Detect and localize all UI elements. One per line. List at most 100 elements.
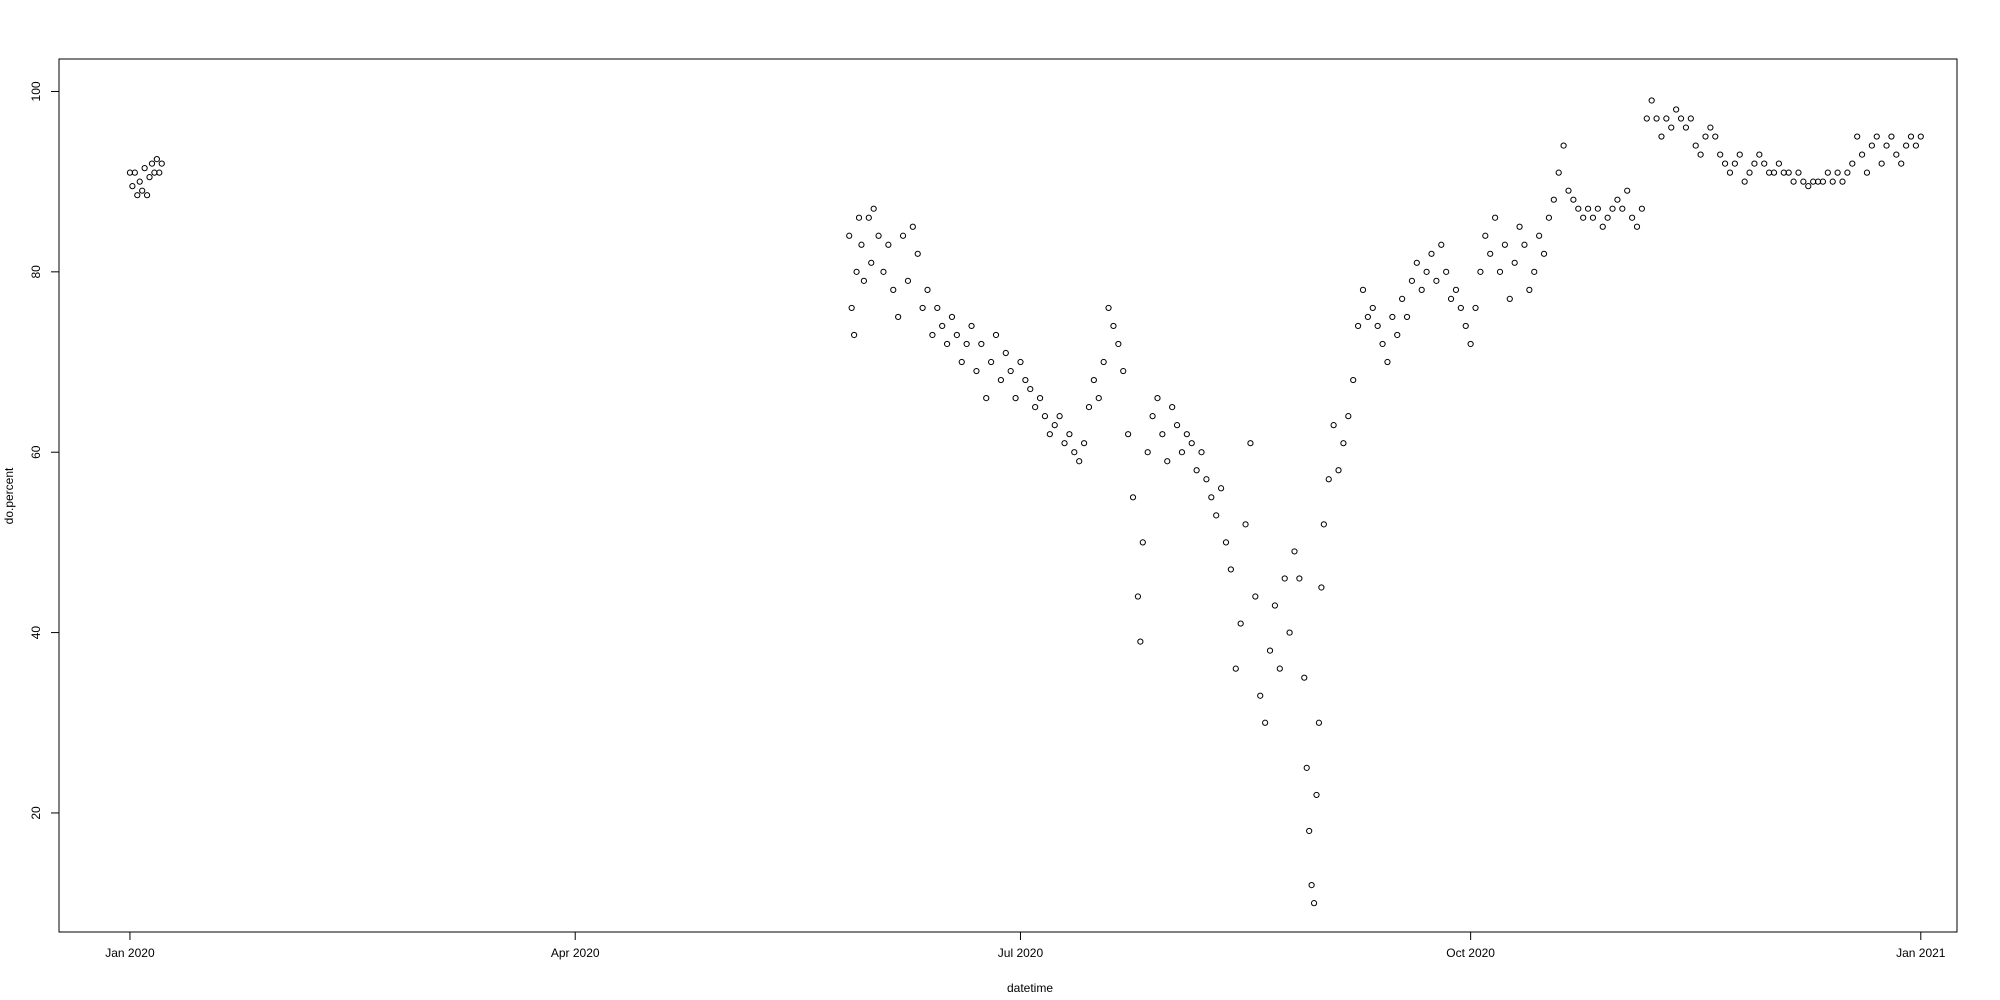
point: [853, 268, 860, 275]
point: [1335, 467, 1342, 474]
point: [1692, 142, 1699, 149]
point: [141, 165, 148, 172]
point: [1144, 449, 1151, 456]
point: [1687, 115, 1694, 122]
point: [1237, 620, 1244, 627]
point: [1262, 719, 1269, 726]
point: [860, 277, 868, 284]
point: [1834, 169, 1841, 176]
point: [1619, 205, 1626, 212]
point: [1198, 449, 1205, 456]
point: [1105, 304, 1112, 312]
point: [1120, 367, 1127, 375]
point: [1306, 827, 1313, 835]
point: [1350, 376, 1357, 384]
point: [1418, 286, 1425, 293]
point: [934, 304, 941, 312]
point: [1032, 404, 1039, 411]
point: [1663, 115, 1670, 122]
point: [1384, 358, 1391, 366]
point: [1271, 602, 1279, 609]
point: [1438, 241, 1445, 248]
point: [858, 241, 865, 248]
point: [1643, 115, 1650, 122]
point: [1345, 413, 1352, 420]
point: [1266, 647, 1274, 654]
point: [978, 340, 985, 348]
point: [1154, 394, 1161, 402]
point: [1428, 250, 1435, 257]
point: [1134, 593, 1142, 600]
point: [1443, 268, 1450, 275]
point: [1257, 692, 1264, 699]
point: [1702, 133, 1709, 140]
point: [1824, 169, 1831, 176]
point: [148, 160, 156, 167]
point: [1883, 142, 1890, 149]
point: [1599, 223, 1606, 230]
point: [1457, 304, 1464, 312]
point: [134, 192, 141, 199]
point: [1506, 295, 1513, 302]
point: [1800, 178, 1807, 185]
point: [1232, 665, 1239, 672]
point: [1129, 494, 1137, 501]
point: [1313, 791, 1320, 799]
point: [919, 304, 926, 312]
point: [136, 178, 143, 185]
x-tick-label: Jan 2020: [105, 946, 155, 960]
point: [851, 331, 858, 339]
point: [1550, 196, 1557, 203]
point: [909, 223, 916, 230]
point: [1462, 322, 1469, 330]
point: [1403, 313, 1411, 321]
point: [997, 376, 1005, 384]
point: [1511, 259, 1518, 266]
point: [1580, 214, 1587, 221]
point: [1100, 358, 1107, 366]
point: [1858, 151, 1866, 158]
y-tick-label: 20: [29, 806, 43, 820]
point: [1291, 548, 1298, 555]
point: [1164, 458, 1171, 465]
point: [1169, 404, 1176, 411]
point: [1394, 331, 1401, 339]
y-tick-label: 80: [29, 265, 43, 279]
point: [131, 169, 138, 176]
point: [1673, 106, 1680, 113]
point: [1036, 394, 1044, 402]
point: [1653, 115, 1660, 122]
point: [1624, 187, 1631, 194]
point: [1839, 178, 1846, 185]
x-tick-label: Oct 2020: [1446, 946, 1495, 960]
point: [1629, 214, 1636, 221]
point: [1638, 205, 1645, 212]
point: [1472, 304, 1479, 312]
point: [1868, 142, 1875, 149]
point: [1565, 187, 1572, 194]
point: [158, 160, 165, 167]
point: [1318, 584, 1325, 591]
point: [1712, 133, 1719, 140]
point: [1697, 151, 1704, 158]
point: [943, 340, 951, 348]
point: [1609, 205, 1616, 212]
point: [1521, 241, 1528, 248]
point: [1252, 593, 1259, 600]
point: [973, 367, 980, 375]
point: [1369, 304, 1376, 312]
point: [1594, 205, 1601, 212]
point: [1022, 376, 1029, 384]
point: [143, 192, 151, 199]
point: [1051, 422, 1058, 429]
y-tick-label: 60: [29, 445, 43, 459]
point: [1878, 160, 1885, 167]
point: [904, 277, 912, 284]
point: [1893, 151, 1900, 158]
point: [1408, 277, 1416, 284]
x-tick-label: Jul 2020: [998, 946, 1044, 960]
point: [1452, 286, 1460, 293]
y-tick-label: 40: [29, 626, 43, 640]
point: [1584, 205, 1592, 212]
